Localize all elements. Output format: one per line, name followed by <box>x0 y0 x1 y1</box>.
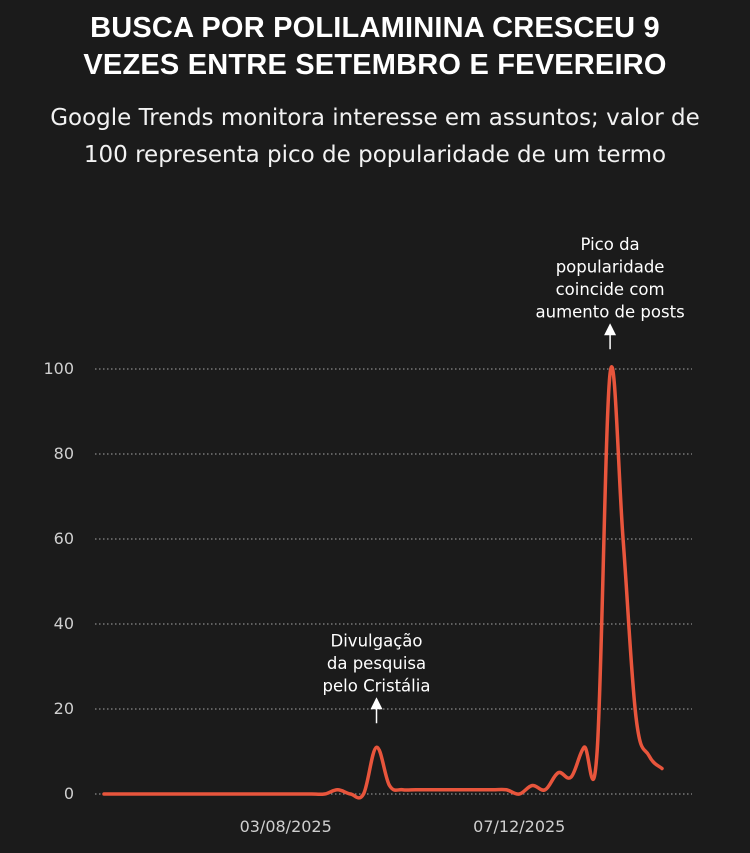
annotation-1-line-3: aumento de posts <box>536 302 685 321</box>
chart-subtitle-line-1: Google Trends monitora interesse em assu… <box>50 105 700 131</box>
annotation-1-line-2: coincide com <box>556 280 665 299</box>
x-axis-ticks: 03/08/2025 07/12/2025 <box>240 817 566 836</box>
y-tick-label-0: 0 <box>64 784 74 803</box>
y-tick-label-80: 80 <box>54 444 74 463</box>
annotation-1-line-1: popularidade <box>556 257 665 276</box>
annotations: Divulgação da pesquisa pelo Cristália Pico … <box>323 235 685 724</box>
y-tick-label-100: 100 <box>43 359 74 378</box>
annotation-0-line-1: da pesquisa <box>327 654 426 673</box>
annotation-0-line-0: Divulgação <box>331 631 423 650</box>
y-axis-ticks: 0 20 40 60 80 100 <box>43 359 74 803</box>
y-tick-label-20: 20 <box>54 699 74 718</box>
y-tick-label-60: 60 <box>54 529 74 548</box>
annotation-1-line-0: Pico da <box>581 235 640 254</box>
chart-title: BUSCA POR POLILAMININA CRESCEU 9 VEZES E… <box>0 10 750 84</box>
x-tick-label-0: 03/08/2025 <box>240 817 332 836</box>
annotation-0-line-2: pelo Cristália <box>323 676 431 695</box>
y-tick-label-40: 40 <box>54 614 74 633</box>
chart-title-line-2: VEZES ENTRE SETEMBRO E FEVEREIRO <box>83 49 667 81</box>
series-line-0 <box>102 365 664 800</box>
series-layer <box>102 365 664 800</box>
x-tick-label-1: 07/12/2025 <box>473 817 565 836</box>
chart-subtitle: Google Trends monitora interesse em assu… <box>0 100 750 174</box>
chart-title-line-1: BUSCA POR POLILAMININA CRESCEU 9 <box>90 12 660 44</box>
chart-subtitle-line-2: 100 representa pico de popularidade de u… <box>83 142 667 168</box>
grid-lines <box>95 368 692 795</box>
